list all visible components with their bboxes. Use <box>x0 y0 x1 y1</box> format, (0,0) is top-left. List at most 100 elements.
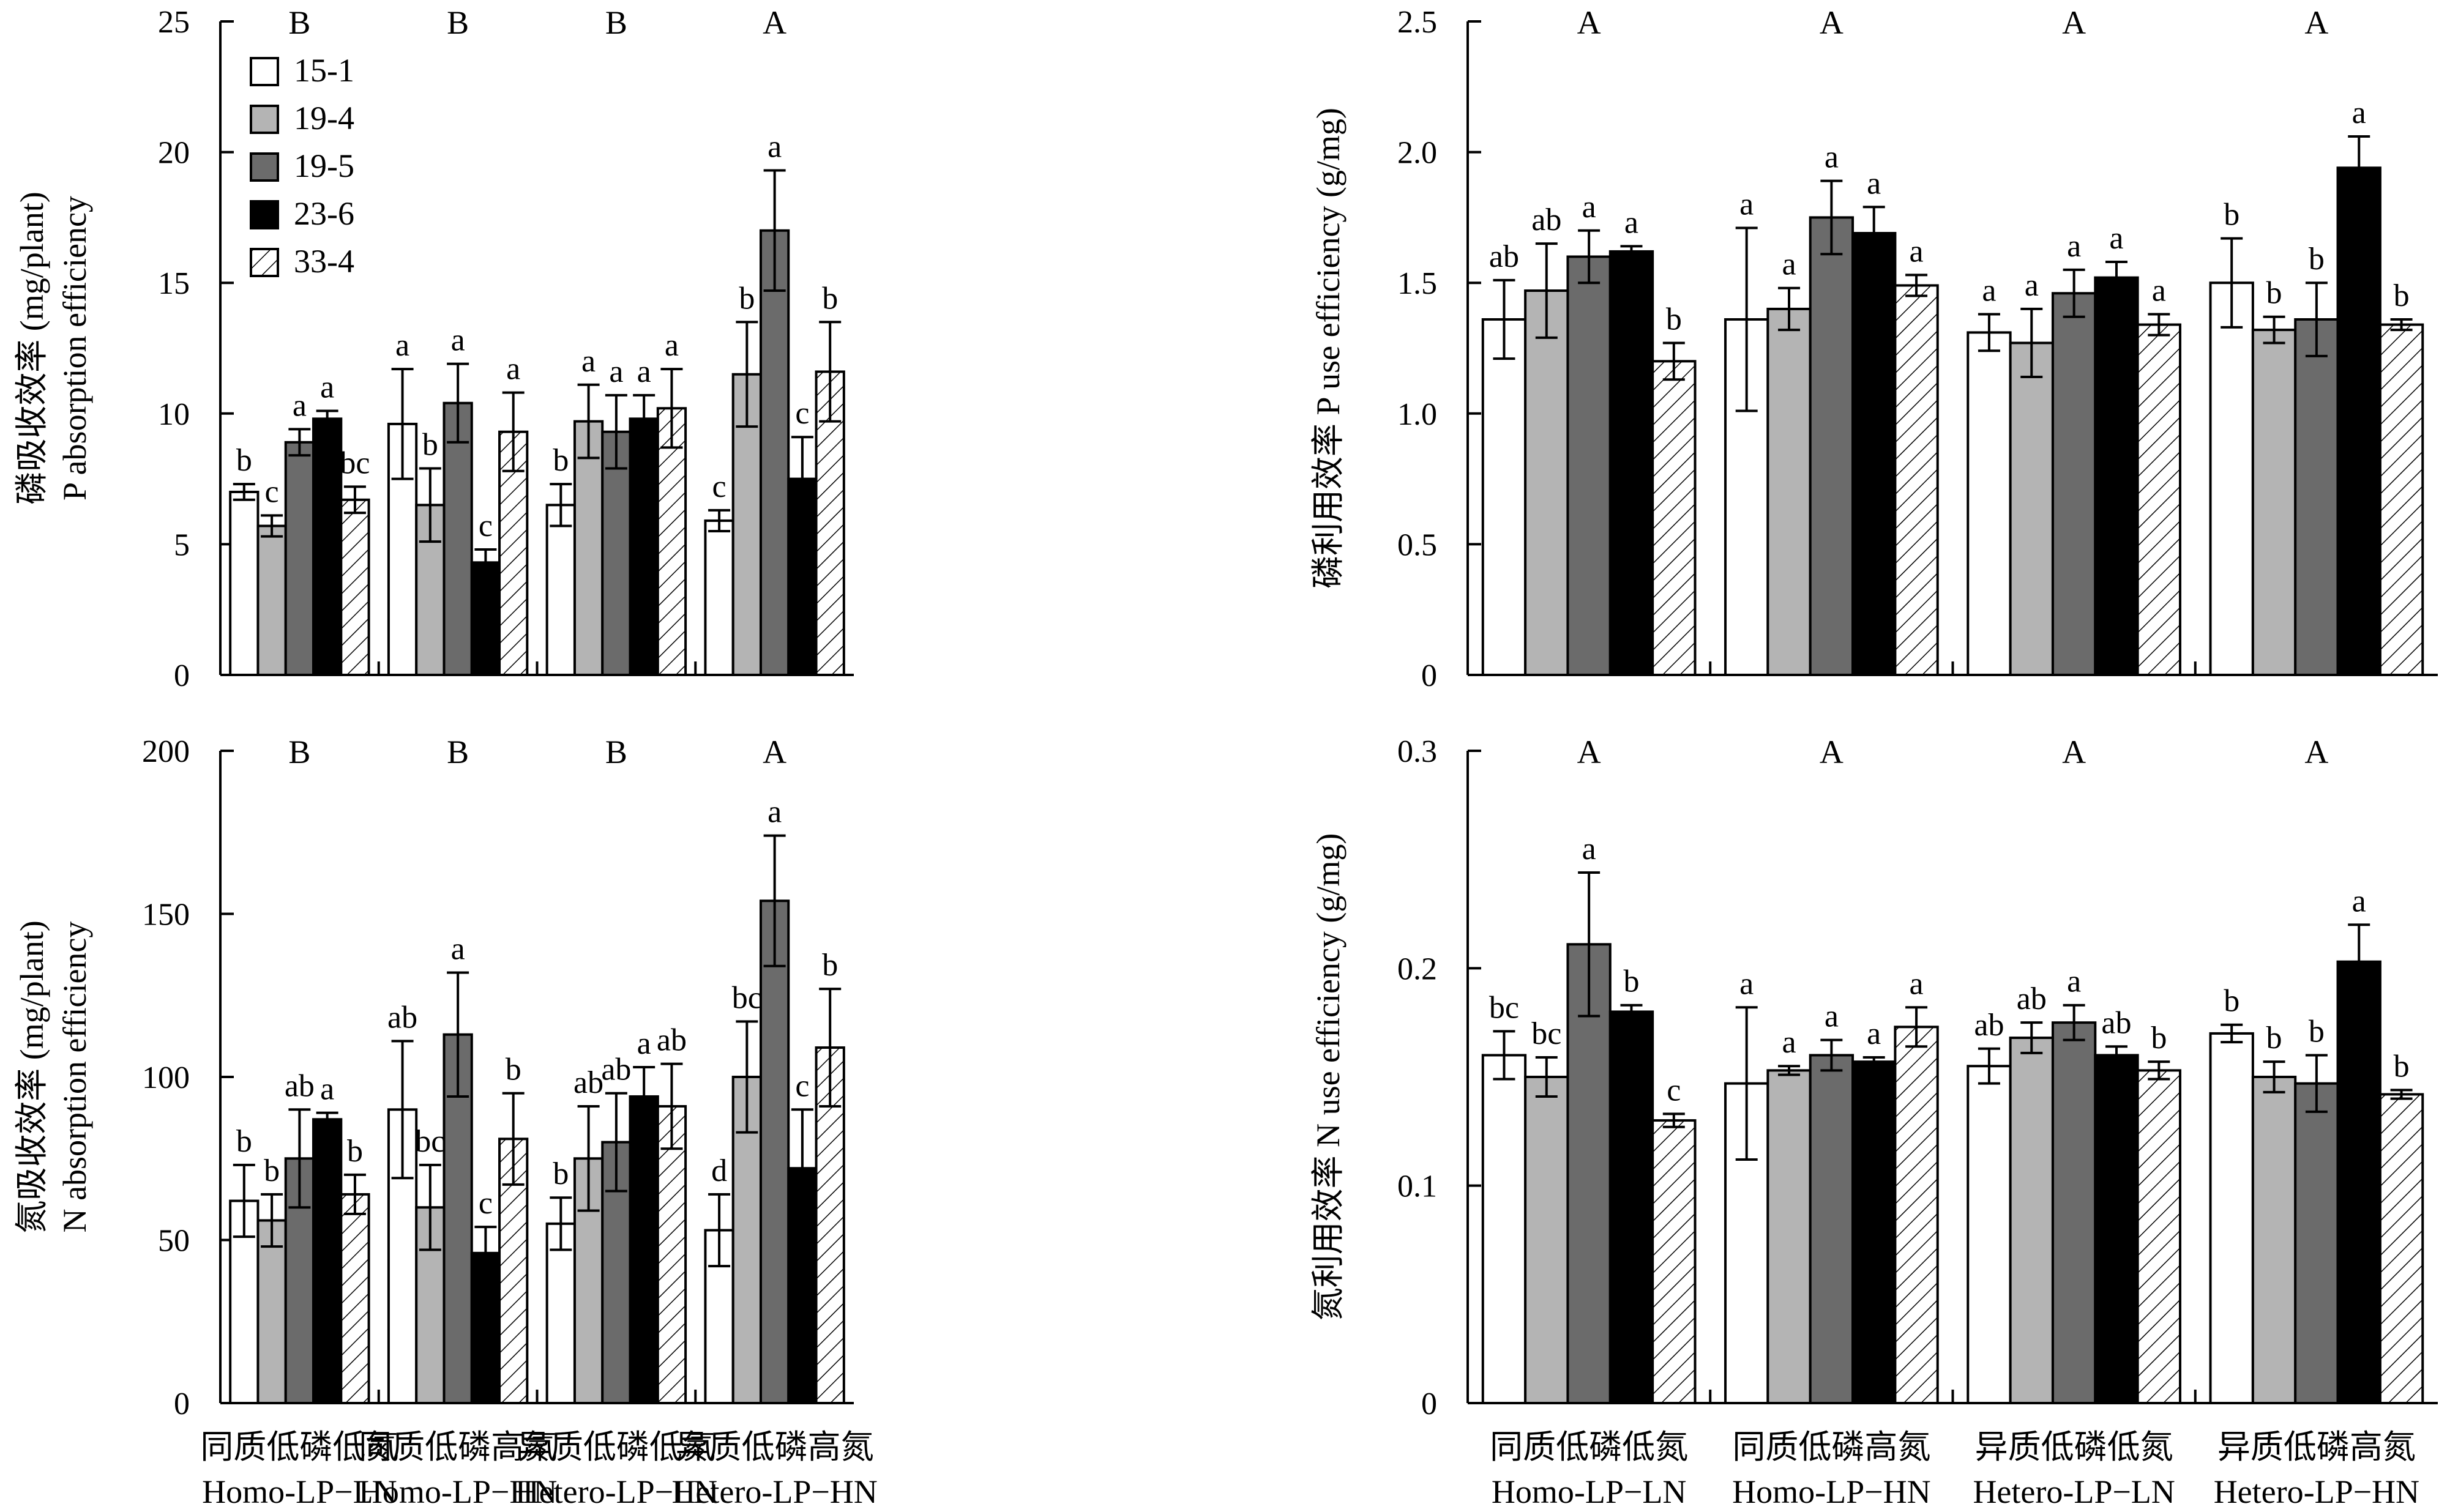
bar-significance-letter: b <box>2224 984 2239 1019</box>
y-tick-label: 150 <box>142 898 190 933</box>
bar-significance-letter: a <box>2025 268 2039 303</box>
bar-15-1 <box>1481 1054 1527 1404</box>
x-group-label-en: Hetero-LP−HN <box>671 1473 877 1510</box>
y-axis-label-en: N absorption efficiency <box>56 922 93 1233</box>
legend-label: 19-5 <box>294 147 354 184</box>
bar-23-6 <box>2094 276 2139 676</box>
bar-33-4 <box>2378 323 2424 676</box>
bar-significance-letter: a <box>2352 884 2366 918</box>
x-group-label-en: Homo-LP−LN <box>202 1473 397 1510</box>
bar-significance-letter: a <box>1982 273 1996 308</box>
legend: 15-1 19-4 19-5 23-6 33-4 <box>250 52 354 280</box>
bar-15-1 <box>704 519 734 677</box>
bar-15-1 <box>1481 318 1527 676</box>
bar-33-4 <box>1894 1026 1939 1404</box>
bar-significance-letter: a <box>2109 221 2123 256</box>
bar-33-4 <box>1894 284 1939 676</box>
x-group-label-en: Hetero-LP−LN <box>1973 1473 2175 1510</box>
group-significance-letter: A <box>2062 734 2086 770</box>
group-significance-letter: A <box>763 4 786 41</box>
bar-19-4 <box>2251 329 2297 676</box>
y-tick-label: 0.1 <box>1397 1169 1437 1204</box>
bar-significance-letter: a <box>320 1072 334 1107</box>
bar-23-6 <box>312 1118 343 1405</box>
y-tick-label: 10 <box>158 397 190 432</box>
y-tick-label: 0.5 <box>1397 527 1437 562</box>
bar-significance-letter: a <box>1782 1025 1796 1060</box>
x-group-label-en: Hetero-LP−HN <box>2214 1473 2419 1510</box>
group-significance-letter: A <box>2304 4 2328 41</box>
bar-significance-letter: a <box>2067 964 2081 999</box>
bar-19-5 <box>2294 318 2339 676</box>
bar-23-6 <box>629 417 659 676</box>
bar-significance-letter: b <box>506 1052 521 1087</box>
y-tick-label: 2.0 <box>1397 136 1437 171</box>
bar-33-4 <box>340 498 370 676</box>
bar-23-6 <box>470 561 501 677</box>
bar-significance-letter: a <box>1739 966 1754 1001</box>
bar-significance-letter: c <box>795 1068 809 1103</box>
group-significance-letter: A <box>1577 734 1601 770</box>
chart-p-absorption: 0 5 10 15 20 25 磷吸收效率 (mg/plant) P absorption e… <box>13 4 854 693</box>
legend-label: 15-1 <box>294 52 354 89</box>
y-tick-label: 1.0 <box>1397 397 1437 432</box>
y-tick-label: 0 <box>174 1387 190 1421</box>
y-tick-label: 0.2 <box>1397 952 1437 986</box>
bar-19-4 <box>1524 289 1569 676</box>
bar-significance-letter: b <box>822 281 838 316</box>
legend-label: 23-6 <box>294 195 354 232</box>
legend-swatch-19-5 <box>250 152 279 182</box>
group-significance-letter: A <box>1820 4 1844 41</box>
group-significance-letter: B <box>288 4 310 41</box>
y-tick-label: 15 <box>158 266 190 301</box>
bar-33-4 <box>1651 360 1697 676</box>
bar-significance-letter: c <box>479 508 493 543</box>
x-group-label-cn: 同质低磷低氮 <box>1490 1429 1688 1465</box>
bar-significance-letter: a <box>451 323 465 358</box>
bar-19-4 <box>2009 341 2054 676</box>
y-tick-label: 100 <box>142 1060 190 1095</box>
bar-significance-letter: b <box>2266 276 2282 311</box>
bar-23-6 <box>1851 232 1897 677</box>
x-group-label-en: Homo-LP−HN <box>1732 1473 1930 1510</box>
group-significance-letter: A <box>2062 4 2086 41</box>
y-axis-label: 氮利用效率 N use efficiency (g/mg) <box>1310 833 1347 1321</box>
bar-significance-letter: a <box>1739 187 1754 222</box>
x-group-label-cn: 异质低磷低氮 <box>517 1429 715 1465</box>
bar-19-4 <box>256 1219 287 1405</box>
bar-significance-letter: ab <box>2017 981 2047 1016</box>
y-tick-label: 5 <box>174 527 190 562</box>
bar-19-5 <box>1809 1054 1855 1404</box>
bar-significance-letter: ab <box>387 1000 417 1035</box>
y-tick-label: 20 <box>158 136 190 171</box>
bar-significance-letter: b <box>2394 1049 2410 1084</box>
y-tick-label: 25 <box>158 5 190 40</box>
legend-label: 19-4 <box>294 100 354 136</box>
x-group-label-cn: 异质低磷低氮 <box>1975 1429 2173 1465</box>
bar-significance-letter: c <box>265 474 279 509</box>
group-significance-letter: B <box>447 734 469 770</box>
bar-significance-letter: b <box>422 428 438 463</box>
chart-p-use: 0 0.5 1.0 1.5 2.0 2.5 磷利用效率 P use efficiency (… <box>1310 4 2438 693</box>
y-tick-label: 0 <box>1421 658 1437 693</box>
bar-significance-letter: b <box>2266 1021 2282 1056</box>
y-axis-label-en: P absorption efficiency <box>56 196 93 501</box>
bar-significance-letter: b <box>236 1124 252 1159</box>
bar-significance-letter: b <box>553 1156 569 1191</box>
bar-33-4 <box>498 430 529 676</box>
bar-significance-letter: ab <box>1531 203 1561 237</box>
y-tick-label: 1.5 <box>1397 266 1437 301</box>
y-tick-label: 0 <box>1421 1387 1437 1421</box>
legend-swatch-15-1 <box>250 57 279 86</box>
bar-significance-letter: bc <box>732 980 762 1015</box>
bar-23-6 <box>1851 1060 1897 1405</box>
chart-n-use: 0 0.1 0.2 0.3 氮利用效率 N use efficiency (g/mg) A… <box>1310 734 2438 1421</box>
legend-swatch-33-4 <box>250 248 279 277</box>
bar-significance-letter: ab <box>2101 1005 2131 1040</box>
x-group-label-en: Hetero-LP−LN <box>515 1473 717 1510</box>
bar-23-6 <box>2094 1054 2139 1404</box>
bar-significance-letter: b <box>2309 1014 2325 1049</box>
legend-swatch-19-4 <box>250 105 279 134</box>
bar-23-6 <box>2336 166 2381 676</box>
